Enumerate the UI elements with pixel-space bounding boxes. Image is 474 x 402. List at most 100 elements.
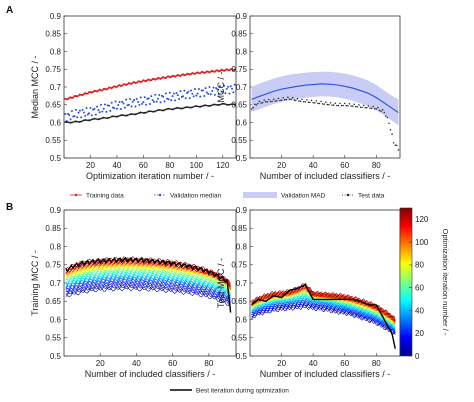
validation-point (217, 93, 220, 96)
test-point (364, 106, 367, 109)
validation-point (76, 116, 79, 119)
validation-point (221, 90, 224, 93)
validation-point (110, 101, 113, 104)
y-tick-label: 0.8 (236, 242, 248, 251)
colorbar: Optimization iteration number / - 0 20 40 6… (399, 207, 450, 361)
test-point (381, 108, 384, 111)
validation-point (149, 103, 151, 106)
test-point (397, 149, 400, 151)
test-point (343, 102, 346, 105)
y-tick-label: 0.75 (231, 261, 247, 270)
test-point (356, 106, 359, 108)
test-point (353, 103, 355, 106)
y-axis-label: Training MCC / - (30, 250, 40, 316)
test-point (334, 102, 337, 104)
validation-point (88, 112, 91, 115)
test-point (394, 144, 397, 146)
x-tick-label: 20 (277, 359, 286, 368)
validation-point (156, 97, 159, 100)
y-tick-label: 0.65 (45, 297, 61, 306)
test-point (285, 98, 288, 101)
test-series (65, 103, 236, 123)
test-point (298, 100, 300, 102)
test-point (252, 106, 254, 109)
test-point (268, 98, 270, 101)
x-tick-label: 40 (309, 161, 318, 170)
validation-point (219, 85, 222, 88)
test-point (282, 97, 284, 99)
x-tick-label: 60 (340, 161, 349, 170)
validation-point (81, 108, 84, 111)
y-tick-label: 0.75 (45, 65, 61, 74)
x-tick-label: 20 (96, 359, 105, 368)
validation-point (70, 110, 73, 113)
validation-point (228, 92, 231, 95)
validation-point (104, 103, 107, 106)
validation-point (199, 95, 202, 98)
validation-point (74, 108, 77, 111)
test-point (253, 103, 256, 105)
test-point (280, 99, 283, 101)
validation-point (187, 90, 190, 93)
validation-point (192, 95, 195, 98)
validation-mad-band (251, 71, 399, 126)
y-tick-label: 0.85 (231, 224, 247, 233)
validation-point (195, 94, 198, 97)
test-point (340, 104, 343, 107)
x-tick-label: 60 (139, 161, 148, 170)
y-tick-label: 0.75 (231, 65, 247, 74)
test-point (302, 100, 305, 103)
x-tick-label: 40 (112, 161, 121, 170)
validation-point (101, 110, 104, 113)
test-point (271, 100, 273, 103)
validation-point (175, 92, 178, 95)
y-tick-label: 0.85 (45, 30, 61, 39)
test-point (373, 108, 376, 110)
test-point (304, 101, 307, 103)
validation-point (82, 111, 85, 114)
chart-a-right: 0.5 0.55 0.6 0.65 0.7 0.75 0.8 0.85 0.9 20 40 60 80N… (216, 12, 401, 181)
y-tick-label: 0.5 (50, 154, 62, 163)
legend-training-marker (74, 193, 78, 197)
validation-point (231, 87, 234, 90)
test-point (269, 100, 272, 103)
validation-point (122, 102, 125, 105)
test-point (345, 104, 348, 107)
validation-point (96, 105, 99, 108)
validation-point (205, 91, 208, 94)
validation-point (184, 97, 187, 100)
validation-point (201, 89, 204, 92)
test-point (290, 98, 292, 101)
test-point (263, 99, 265, 101)
validation-point (143, 96, 146, 99)
test-point (260, 102, 262, 104)
validation-point (147, 97, 150, 100)
test-point (362, 104, 365, 107)
x-tick-label: 20 (277, 161, 286, 170)
iteration-series (65, 277, 231, 303)
panel-letter-a: A (6, 5, 13, 16)
legend-test-label: Test data (358, 193, 385, 200)
test-point (355, 105, 357, 108)
y-tick-label: 0.75 (45, 261, 61, 270)
validation-point (121, 100, 124, 103)
validation-point (223, 84, 226, 87)
validation-point (133, 98, 136, 101)
legend-training-label: Training data (86, 193, 124, 200)
validation-point (73, 115, 76, 118)
iteration-series (65, 271, 231, 296)
test-point (375, 108, 378, 110)
validation-point (135, 97, 138, 100)
test-point (250, 108, 253, 110)
validation-point (227, 85, 230, 88)
validation-point (225, 87, 228, 90)
validation-point (97, 109, 100, 112)
validation-point (107, 104, 110, 107)
validation-point (118, 100, 121, 103)
plot-area (251, 282, 396, 349)
test-point (272, 98, 275, 100)
test-point (342, 104, 344, 107)
test-point (296, 97, 299, 100)
legend-validation-label: Validation median (170, 193, 222, 200)
